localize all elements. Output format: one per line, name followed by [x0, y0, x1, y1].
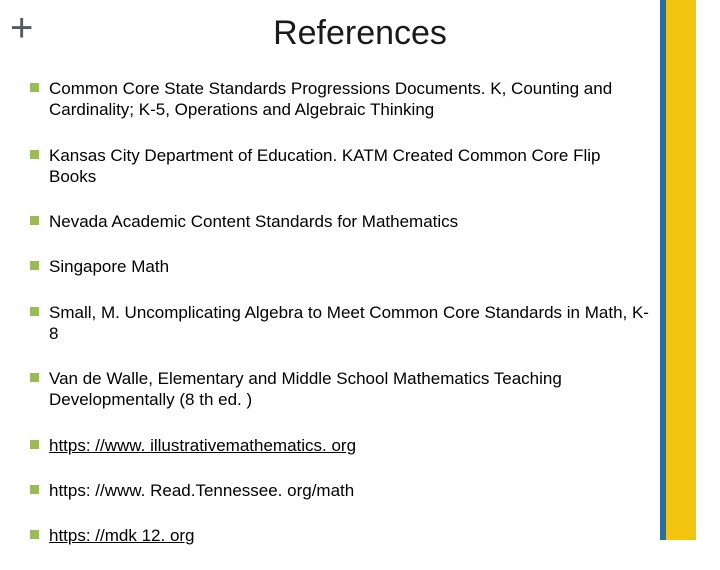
- bullet-icon: [30, 150, 39, 159]
- list-item: https: //www. Read.Tennessee. org/math: [30, 480, 650, 501]
- list-item: Singapore Math: [30, 256, 650, 277]
- blue-accent-bar: [660, 0, 666, 540]
- bullet-icon: [30, 530, 39, 539]
- item-text: Common Core State Standards Progressions…: [49, 78, 650, 121]
- bullet-icon: [30, 485, 39, 494]
- list-item: https: //mdk 12. org: [30, 525, 650, 546]
- list-item: Van de Walle, Elementary and Middle Scho…: [30, 368, 650, 411]
- item-text: Kansas City Department of Education. KAT…: [49, 145, 650, 188]
- item-link[interactable]: https: //www. illustrativemathematics. o…: [49, 435, 650, 456]
- item-text: Small, M. Uncomplicating Algebra to Meet…: [49, 302, 650, 345]
- bullet-icon: [30, 373, 39, 382]
- list-item: Kansas City Department of Education. KAT…: [30, 145, 650, 188]
- list-item: Common Core State Standards Progressions…: [30, 78, 650, 121]
- list-item: Nevada Academic Content Standards for Ma…: [30, 211, 650, 232]
- bullet-icon: [30, 83, 39, 92]
- list-item: Small, M. Uncomplicating Algebra to Meet…: [30, 302, 650, 345]
- item-link[interactable]: https: //mdk 12. org: [49, 525, 650, 546]
- item-text: Singapore Math: [49, 256, 650, 277]
- list-item: https: //www. illustrativemathematics. o…: [30, 435, 650, 456]
- bullet-icon: [30, 261, 39, 270]
- slide-title: References: [0, 14, 720, 53]
- item-link[interactable]: https: //www. Read.Tennessee. org/math: [49, 480, 650, 501]
- references-list: Common Core State Standards Progressions…: [30, 78, 650, 570]
- bullet-icon: [30, 440, 39, 449]
- item-text: Van de Walle, Elementary and Middle Scho…: [49, 368, 650, 411]
- bullet-icon: [30, 216, 39, 225]
- bullet-icon: [30, 307, 39, 316]
- item-text: Nevada Academic Content Standards for Ma…: [49, 211, 650, 232]
- yellow-accent-bar: [666, 0, 696, 540]
